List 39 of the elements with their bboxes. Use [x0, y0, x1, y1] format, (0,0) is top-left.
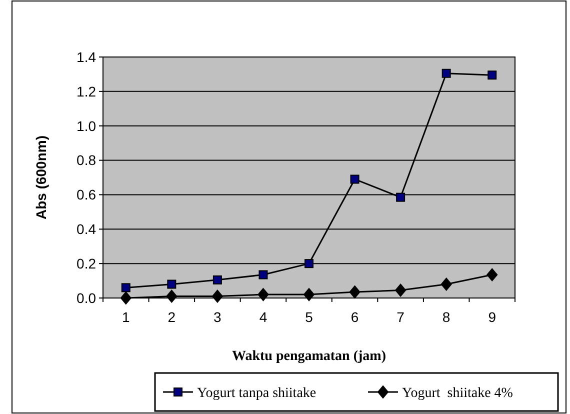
point — [395, 284, 406, 297]
y-tick-label: 1.0 — [76, 118, 96, 134]
x-tick-label: 1 — [122, 309, 130, 325]
legend-label: Yogurt tanpa shiitake — [197, 386, 316, 401]
x-tick-label: 9 — [488, 309, 496, 325]
point — [440, 278, 452, 291]
point — [120, 292, 132, 304]
y-tick-label: 1.2 — [76, 83, 96, 100]
x-tick-label: 7 — [396, 309, 405, 325]
y-tick-label: 0.8 — [76, 152, 96, 168]
point — [350, 174, 360, 184]
y-tick-label: 0.2 — [76, 255, 96, 272]
point — [442, 68, 451, 78]
x-tick-label: 2 — [168, 309, 176, 325]
x-tick-label: 5 — [305, 309, 314, 325]
y-tick-label: 0.4 — [76, 221, 96, 238]
legend-label: Yogurt shiitake 4% — [402, 386, 514, 401]
y-tick-label: 1.4 — [76, 48, 96, 65]
point — [167, 280, 176, 289]
x-axis-title: Waktu pengamatan (jam) — [232, 349, 386, 364]
point — [121, 283, 130, 292]
y-tick-label: 0.0 — [76, 290, 96, 306]
x-tick-label: 6 — [350, 309, 359, 325]
point — [304, 259, 314, 268]
x-tick-label: 3 — [214, 309, 222, 325]
point — [166, 290, 178, 303]
point — [212, 290, 223, 303]
y-tick-label: 0.6 — [76, 186, 96, 203]
point — [488, 70, 497, 80]
x-tick-label: 8 — [442, 309, 450, 325]
point — [349, 285, 360, 298]
y-axis-title: Abs (600nm) — [33, 135, 49, 220]
point — [258, 270, 268, 280]
point — [212, 275, 222, 284]
point — [258, 288, 269, 302]
point — [486, 268, 498, 282]
point — [396, 192, 406, 202]
x-tick-label: 4 — [259, 309, 268, 325]
point — [304, 288, 314, 302]
